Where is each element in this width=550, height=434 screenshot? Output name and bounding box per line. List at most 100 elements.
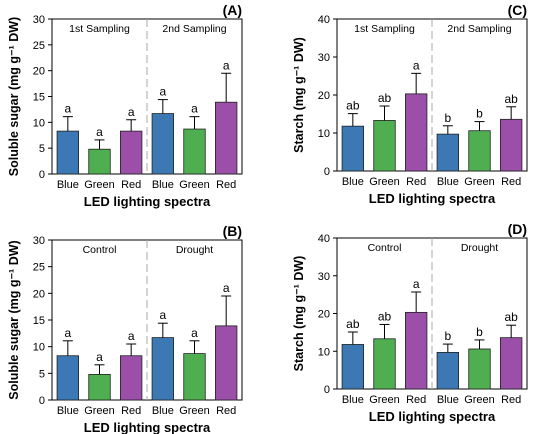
significance-letter: ab <box>504 310 518 324</box>
category-label: Blue <box>437 394 459 406</box>
x-axis-title: LED lighting spectra <box>369 191 496 206</box>
y-tick-label: 30 <box>33 235 45 247</box>
y-tick-label: 30 <box>318 271 330 283</box>
y-tick-label: 5 <box>39 143 45 155</box>
group-label: 2nd Sampling <box>162 23 226 35</box>
panel-label: (D) <box>508 221 527 237</box>
significance-letter: a <box>191 102 198 116</box>
y-tick-label: 25 <box>33 262 45 274</box>
significance-letter: a <box>223 281 230 295</box>
category-label: Blue <box>57 179 79 191</box>
y-tick-label: 10 <box>318 128 330 140</box>
y-tick-label: 0 <box>324 384 330 396</box>
bar <box>341 125 365 172</box>
panel-label: (B) <box>223 223 242 239</box>
x-axis-title: LED lighting spectra <box>369 409 496 424</box>
y-tick-label: 20 <box>33 288 45 300</box>
significance-letter: a <box>223 58 230 72</box>
bar <box>88 373 111 401</box>
y-tick-label: 20 <box>33 66 45 78</box>
group-label: Drought <box>461 242 498 254</box>
y-tick-label: 30 <box>318 52 330 64</box>
bar <box>214 325 238 401</box>
category-label: Red <box>501 394 521 406</box>
category-label: Red <box>121 405 141 417</box>
bar <box>404 311 428 390</box>
bar <box>373 338 396 390</box>
category-label: Green <box>464 394 495 406</box>
significance-letter: ab <box>346 99 360 113</box>
category-label: Green <box>464 176 495 188</box>
group-label: Control <box>83 244 117 256</box>
y-tick-label: 40 <box>318 233 330 245</box>
group-label: 1st Sampling <box>354 23 415 35</box>
group-label: 1st Sampling <box>69 23 130 35</box>
category-label: Green <box>369 176 400 188</box>
significance-letter: ab <box>378 309 392 323</box>
significance-letter: b <box>444 329 451 343</box>
significance-letter: a <box>96 350 103 364</box>
group-label: Control <box>368 242 402 254</box>
significance-letter: b <box>476 107 483 121</box>
bar <box>404 93 428 172</box>
y-tick-label: 0 <box>39 395 45 407</box>
y-tick-label: 10 <box>33 342 45 354</box>
category-label: Green <box>84 179 115 191</box>
y-axis-title: Soluble sugar (mg g⁻¹ DW) <box>7 17 21 176</box>
significance-letter: a <box>64 326 71 340</box>
y-axis-title: Soluble sugar (mg g⁻¹ DW) <box>7 240 21 399</box>
bar <box>373 120 396 172</box>
significance-letter: ab <box>504 92 518 106</box>
bar <box>499 118 523 172</box>
y-tick-label: 25 <box>33 40 45 52</box>
bar <box>468 130 491 172</box>
panel-label: (A) <box>223 2 242 18</box>
significance-letter: a <box>128 329 135 343</box>
bar <box>151 337 174 401</box>
y-tick-label: 40 <box>318 14 330 26</box>
category-label: Green <box>84 405 115 417</box>
y-tick-label: 15 <box>33 92 45 104</box>
y-tick-label: 0 <box>39 169 45 181</box>
bar <box>183 128 206 175</box>
significance-letter: b <box>476 325 483 339</box>
y-tick-label: 30 <box>33 14 45 26</box>
category-label: Green <box>179 179 210 191</box>
significance-letter: a <box>413 58 420 72</box>
bar <box>214 101 238 175</box>
category-label: Blue <box>152 179 174 191</box>
significance-letter: a <box>191 326 198 340</box>
bar <box>120 355 143 401</box>
bar <box>88 148 111 175</box>
bar <box>56 130 79 175</box>
significance-letter: a <box>159 85 166 99</box>
category-label: Green <box>179 405 210 417</box>
bar <box>436 351 460 390</box>
y-axis-title: Starch (mg g⁻¹ DW) <box>292 37 306 153</box>
bar <box>56 355 79 401</box>
category-label: Red <box>501 176 521 188</box>
category-label: Red <box>216 405 236 417</box>
group-label: Drought <box>176 244 213 256</box>
y-tick-label: 0 <box>324 166 330 178</box>
bar <box>183 353 206 401</box>
significance-letter: a <box>159 308 166 322</box>
category-label: Red <box>216 179 236 191</box>
bar <box>120 130 143 175</box>
significance-letter: ab <box>378 91 392 105</box>
significance-letter: ab <box>346 317 360 331</box>
category-label: Red <box>121 179 141 191</box>
y-tick-label: 10 <box>318 346 330 358</box>
y-tick-label: 20 <box>318 90 330 102</box>
category-label: Green <box>369 394 400 406</box>
category-label: Blue <box>342 394 364 406</box>
category-label: Red <box>406 176 426 188</box>
category-label: Red <box>406 394 426 406</box>
significance-letter: a <box>413 277 420 291</box>
y-tick-label: 20 <box>318 309 330 321</box>
panel-label: (C) <box>508 2 527 18</box>
y-axis-title: Starch (mg g⁻¹ DW) <box>292 256 306 372</box>
category-label: Blue <box>437 176 459 188</box>
bar <box>341 344 365 390</box>
